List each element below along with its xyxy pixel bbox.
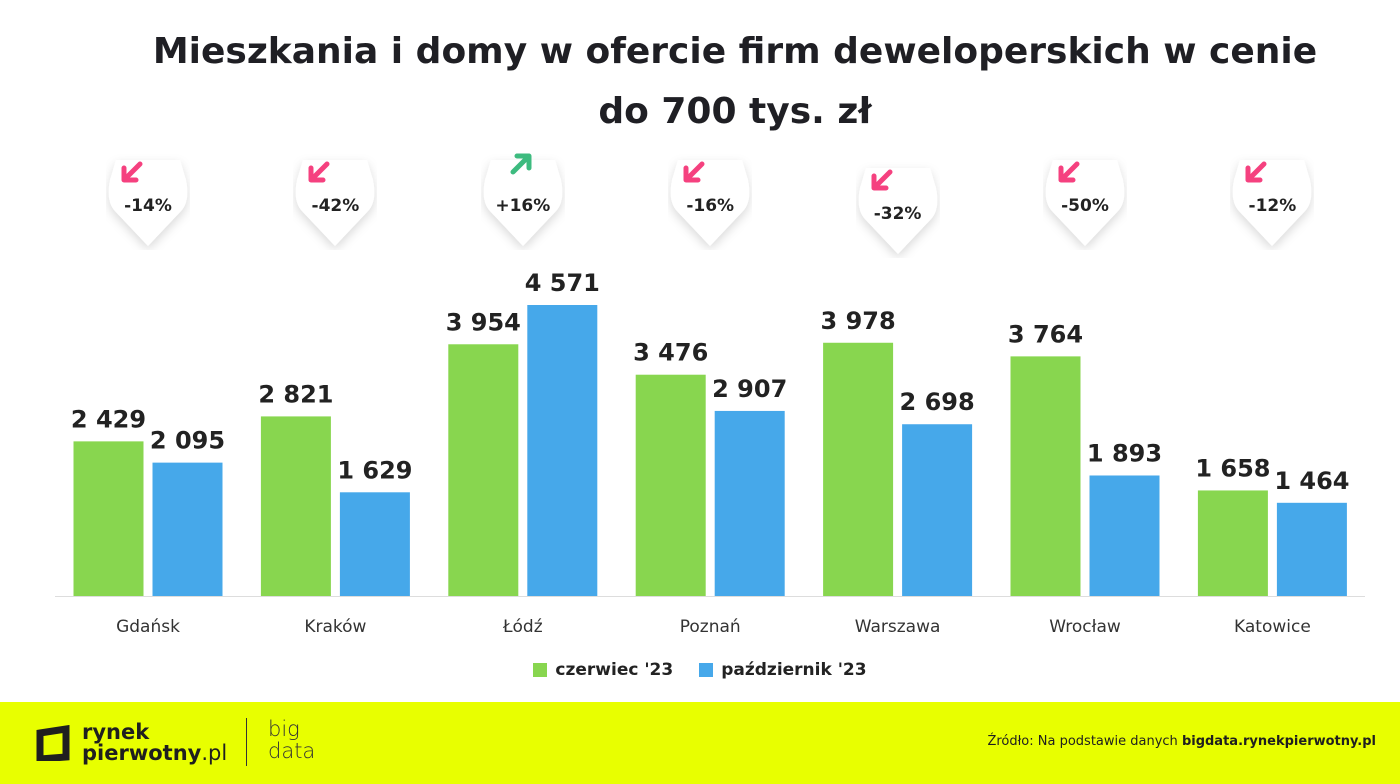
bar-october	[902, 424, 973, 596]
legend-swatch-june	[533, 663, 548, 677]
bar-october	[339, 492, 410, 596]
bigdata-line2: data	[268, 739, 316, 763]
change-pin: -32%	[856, 158, 940, 258]
bigdata-line1: big	[268, 717, 300, 741]
change-percent: +16%	[495, 196, 551, 216]
x-tick-label: Warszawa	[855, 617, 941, 637]
data-label: 3 978	[821, 307, 896, 335]
legend-item-october: październik '23	[699, 660, 867, 680]
legend: czerwiec '23 październik '23	[0, 660, 1400, 680]
arrow-down-left-icon	[858, 168, 937, 254]
change-percent: -16%	[686, 196, 735, 216]
bar-june	[448, 344, 519, 596]
rynekpierwotny-logo: rynek pierwotny.pl	[36, 722, 227, 764]
bar-june	[635, 374, 706, 596]
arrow-down-left-icon	[670, 160, 750, 246]
x-tick-label: Wrocław	[1049, 617, 1121, 637]
x-tick-label: Poznań	[680, 617, 741, 637]
arrow-down-left-icon	[1233, 160, 1312, 246]
change-pin: +16%	[481, 150, 565, 250]
data-label: 2 429	[71, 405, 146, 433]
data-label: 3 764	[1008, 320, 1083, 348]
change-percent: -42%	[311, 196, 360, 216]
arrow-down-left-icon	[108, 160, 188, 246]
data-label: 2 821	[258, 380, 333, 408]
change-percent: -32%	[873, 204, 922, 224]
data-label: 1 464	[1274, 467, 1349, 495]
data-label: 1 658	[1195, 454, 1270, 482]
logo-text-suffix: .pl	[201, 741, 228, 765]
arrow-up-right-icon	[483, 153, 563, 246]
data-label: 1 893	[1087, 439, 1162, 467]
bar-june	[823, 342, 894, 596]
footer: rynek pierwotny.pl big data Źródło: Na pod…	[0, 702, 1400, 784]
x-tick-label: Katowice	[1234, 617, 1311, 637]
chart-title: Mieszkania i domy w ofercie firm dewelop…	[152, 31, 1318, 132]
logo-text-line1: rynek	[82, 720, 150, 744]
x-tick-label: Łódź	[502, 617, 543, 637]
bigdata-logo: big data	[268, 718, 315, 762]
bar-october	[152, 462, 223, 596]
bar-october	[1089, 475, 1160, 596]
change-pin: -12%	[1230, 150, 1314, 250]
data-label: 2 698	[900, 388, 975, 416]
data-label: 1 629	[337, 456, 412, 484]
logo-text-line2: pierwotny	[82, 741, 202, 765]
source-link: bigdata.rynekpierwotny.pl	[1181, 734, 1376, 749]
source-prefix: Źródło: Na podstawie danych	[987, 734, 1182, 749]
change-pin: -42%	[293, 150, 377, 250]
logo-square-icon	[36, 725, 70, 761]
change-percent: -50%	[1061, 196, 1109, 216]
bar-june	[1010, 356, 1081, 596]
source-note: Źródło: Na podstawie danych bigdata.ryne…	[987, 734, 1376, 749]
bar-june	[260, 416, 331, 596]
x-tick-label: Gdańsk	[116, 617, 180, 637]
logo-divider	[246, 718, 247, 766]
data-label: 2 095	[150, 427, 225, 455]
legend-label-june: czerwiec '23	[555, 660, 674, 680]
arrow-down-left-icon	[296, 160, 375, 246]
bar-june	[1197, 490, 1268, 596]
bar-october	[714, 410, 785, 596]
bar-october	[527, 305, 598, 596]
data-label: 3 476	[633, 339, 708, 367]
legend-item-june: czerwiec '23	[533, 660, 673, 680]
bar-october	[1276, 502, 1347, 596]
legend-swatch-october	[699, 663, 714, 677]
change-pin: -16%	[668, 150, 752, 250]
data-label: 4 571	[525, 269, 600, 297]
data-label: 3 954	[446, 308, 521, 336]
data-label: 2 907	[712, 375, 787, 403]
bar-june	[73, 441, 144, 596]
x-tick-label: Kraków	[304, 617, 366, 637]
change-percent: -12%	[1248, 196, 1297, 216]
change-pin: -14%	[106, 150, 190, 250]
arrow-down-left-icon	[1045, 160, 1125, 246]
legend-label-october: październik '23	[721, 660, 867, 680]
change-pin: -50%	[1043, 150, 1127, 250]
change-percent: -14%	[124, 196, 172, 216]
